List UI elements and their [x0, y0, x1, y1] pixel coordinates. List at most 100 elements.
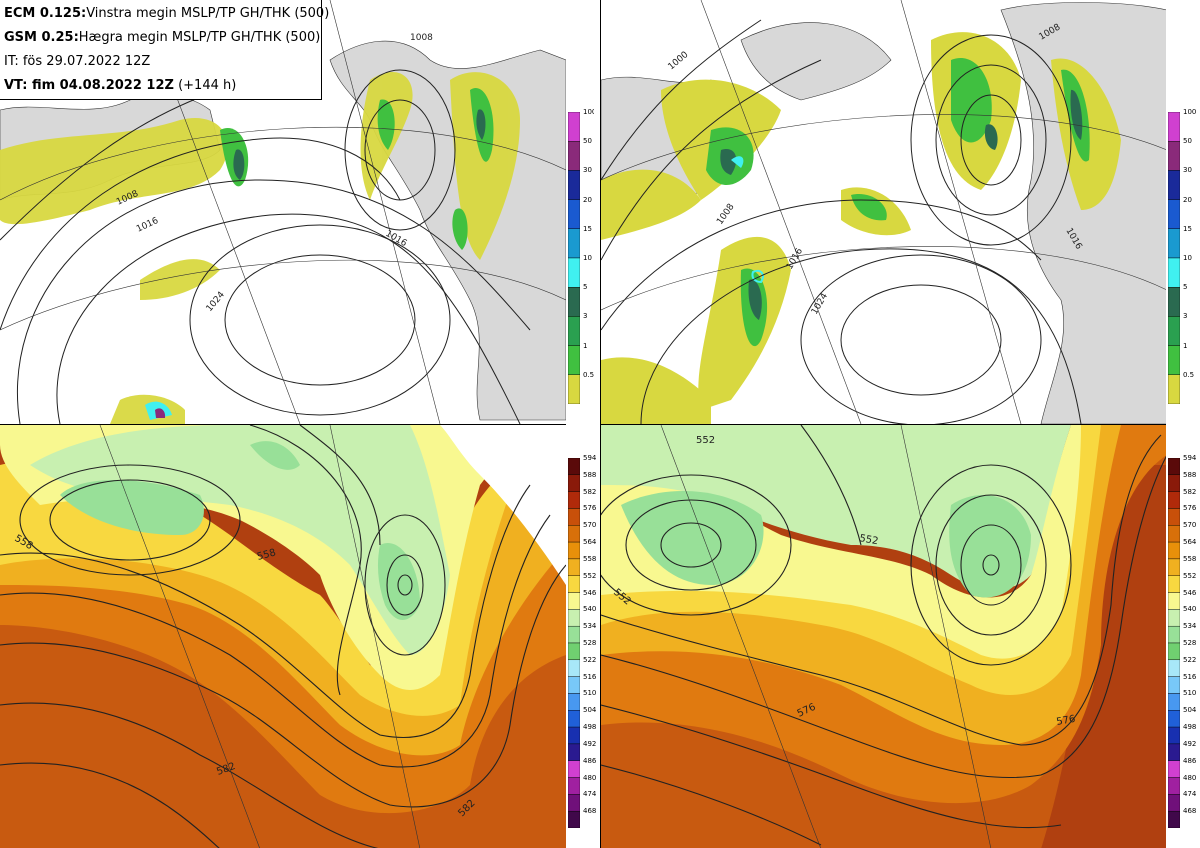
scale-swatch — [567, 710, 581, 728]
thickness-label: 552 — [858, 533, 879, 547]
scale-label: 3 — [1183, 312, 1188, 321]
scale-swatch — [1167, 642, 1181, 661]
scale-label: 480 — [1183, 773, 1197, 782]
scale-swatch — [1167, 541, 1181, 560]
thickness-label: 558 — [256, 547, 277, 563]
scale-swatch — [1167, 659, 1181, 677]
scale-swatch — [1167, 777, 1181, 795]
scale-swatch — [1167, 592, 1181, 610]
ecm-precip-scale: 100 50 30 20 15 10 5 3 1 0.5 — [567, 108, 597, 405]
gsm-row: GSM 0.25:Hægra megin MSLP/TP GH/THK (500… — [4, 26, 321, 50]
scale-label: 30 — [1183, 166, 1192, 175]
scale-swatch — [1167, 676, 1181, 694]
scale-label: 510 — [1183, 689, 1197, 698]
scale-label: 558 — [583, 554, 597, 563]
scale-swatch — [1167, 508, 1181, 526]
vt-label: VT: fim 04.08.2022 12Z — [4, 78, 174, 93]
scale-swatch — [567, 491, 581, 509]
scale-label: 100 — [583, 108, 597, 116]
scale-label: 504 — [583, 706, 597, 715]
gsm-text: Hægra megin MSLP/TP GH/THK (500) — [78, 30, 321, 45]
scale-swatch — [1167, 794, 1181, 812]
scale-label: 546 — [1183, 588, 1197, 597]
scale-label: 588 — [583, 470, 597, 479]
scale-swatch — [567, 777, 581, 795]
ecm-row: ECM 0.125:Vinstra megin MSLP/TP GH/THK (… — [4, 2, 329, 26]
scale-label: 492 — [583, 739, 597, 748]
scale-swatch — [1167, 575, 1181, 593]
scale-label: 1 — [583, 341, 588, 350]
scale-label: 582 — [583, 487, 597, 496]
scale-swatch — [567, 726, 581, 745]
scale-swatch — [1167, 710, 1181, 728]
scale-swatch — [1167, 693, 1181, 711]
scale-swatch — [567, 474, 581, 492]
scale-label: 546 — [583, 588, 597, 597]
scale-label: 534 — [583, 622, 597, 631]
scale-label: 468 — [583, 807, 597, 816]
scale-label: 564 — [583, 538, 597, 547]
scale-swatch — [1167, 625, 1181, 644]
gsm-precip-scale: 100 50 30 20 15 10 5 3 1 0.5 — [1167, 108, 1200, 405]
scale-swatch — [1167, 257, 1181, 288]
isobar-label: 1008 — [410, 33, 433, 43]
scale-swatch — [1167, 170, 1181, 200]
scale-label: 552 — [583, 571, 597, 580]
vt-text: (+144 h) — [178, 78, 237, 93]
scale-swatch — [1167, 743, 1181, 761]
scale-swatch — [567, 316, 581, 346]
scale-label: 474 — [583, 790, 597, 799]
scale-label: 5 — [1183, 283, 1188, 292]
scale-label: 486 — [1183, 756, 1197, 765]
scale-label: 564 — [1183, 538, 1197, 547]
scale-swatch — [567, 257, 581, 288]
scale-swatch — [1167, 228, 1181, 259]
scale-swatch — [1167, 760, 1181, 778]
scale-label: 534 — [1183, 622, 1197, 631]
scale-swatch — [567, 541, 581, 560]
scale-swatch — [1167, 316, 1181, 346]
scale-label: 30 — [583, 166, 592, 175]
scale-label: 0.5 — [1183, 370, 1195, 379]
scale-swatch — [567, 592, 581, 610]
ecm-thk-panel: 558 558 582 582 — [0, 424, 566, 848]
scale-swatch — [567, 558, 581, 576]
ecm-thk-scale: 594 588 582 576 570 564 558 552 546 540 534 528 522 5… — [567, 455, 597, 829]
scale-label: 15 — [1183, 224, 1192, 233]
scale-swatch — [567, 525, 581, 543]
scale-label: 100 — [1183, 108, 1197, 116]
scale-swatch — [567, 170, 581, 200]
scale-label: 474 — [1183, 790, 1197, 799]
thk-scale-bar — [567, 457, 581, 829]
scale-swatch — [567, 794, 581, 812]
scale-swatch — [1167, 141, 1181, 171]
thickness-label: 576 — [1056, 714, 1077, 728]
scale-swatch — [1167, 374, 1181, 405]
scale-swatch — [1167, 457, 1181, 476]
scale-swatch — [567, 111, 581, 142]
scale-label: 10 — [1183, 254, 1192, 262]
scale-swatch — [1167, 474, 1181, 492]
scale-label: 558 — [1183, 554, 1197, 563]
scale-label: 528 — [1183, 639, 1197, 647]
scale-label: 492 — [1183, 739, 1197, 748]
scale-swatch — [1167, 491, 1181, 509]
scale-label: 20 — [583, 195, 592, 204]
scale-swatch — [1167, 286, 1181, 317]
scale-label: 588 — [1183, 470, 1197, 479]
scale-label: 498 — [1183, 723, 1197, 732]
scale-label: 480 — [583, 773, 597, 782]
scale-swatch — [567, 228, 581, 259]
gsm-thk-panel: 552 552 576 576 552 — [600, 424, 1166, 848]
scale-swatch — [567, 457, 581, 476]
scale-label: 552 — [1183, 571, 1197, 580]
scale-label: 528 — [583, 639, 597, 647]
scale-swatch — [567, 575, 581, 593]
scale-label: 594 — [1183, 454, 1197, 462]
scale-swatch — [567, 642, 581, 661]
scale-swatch — [567, 199, 581, 229]
scale-swatch — [1167, 726, 1181, 745]
scale-swatch — [567, 760, 581, 778]
scale-swatch — [567, 609, 581, 627]
scale-swatch — [567, 676, 581, 694]
